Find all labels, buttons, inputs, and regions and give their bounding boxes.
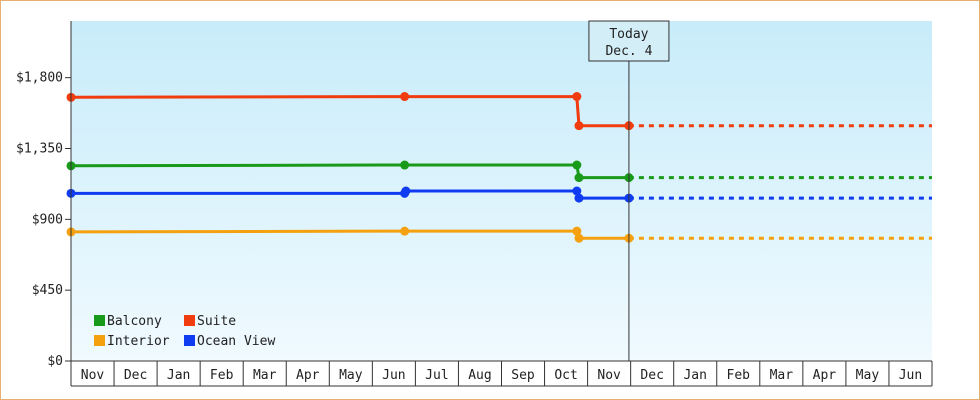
legend-swatch <box>94 335 105 346</box>
series-point <box>574 193 584 203</box>
x-tick-label: Jul <box>425 368 448 383</box>
series-point <box>572 226 582 236</box>
series-point <box>572 160 582 170</box>
x-tick-label: Oct <box>554 368 577 383</box>
legend-label: Interior <box>107 334 170 349</box>
legend-swatch <box>184 315 195 326</box>
x-tick-label: May <box>856 368 880 383</box>
legend-label: Balcony <box>107 314 162 329</box>
x-tick-label: Dec <box>124 368 147 383</box>
x-tick-label: Apr <box>813 368 837 383</box>
series-point <box>574 233 584 243</box>
x-tick-label: Nov <box>597 368 621 383</box>
x-tick-label: Jun <box>382 368 405 383</box>
legend-swatch <box>94 315 105 326</box>
series-point <box>400 226 410 236</box>
x-tick-label: Dec <box>640 368 663 383</box>
y-tick-label: $1,800 <box>16 71 63 86</box>
today-box <box>588 20 670 62</box>
x-tick-label: Aug <box>468 368 491 383</box>
series-point <box>572 92 582 102</box>
series-point <box>572 186 582 196</box>
series-point <box>574 121 584 131</box>
y-tick-label: $0 <box>47 354 63 369</box>
x-tick-label: Apr <box>296 368 320 383</box>
x-tick-label: Mar <box>253 368 277 383</box>
x-tick-label: Nov <box>81 368 105 383</box>
x-tick-label: Mar <box>770 368 794 383</box>
x-tick-label: Jan <box>683 368 706 383</box>
y-tick-label: $450 <box>32 283 63 298</box>
legend-label: Ocean View <box>197 334 275 349</box>
series-point <box>401 186 411 196</box>
y-tick-label: $900 <box>32 212 63 227</box>
today-label: Today <box>609 27 648 42</box>
x-tick-label: May <box>339 368 363 383</box>
x-tick-label: Feb <box>210 368 234 383</box>
x-tick-label: Jun <box>899 368 922 383</box>
series-line <box>71 189 629 200</box>
today-date-label: Dec. 4 <box>605 44 652 59</box>
legend-swatch <box>184 335 195 346</box>
series-point <box>400 160 410 170</box>
x-tick-label: Jan <box>167 368 190 383</box>
y-tick-label: $1,350 <box>16 142 63 157</box>
series-point <box>400 92 410 102</box>
series-point <box>574 173 584 183</box>
legend-label: Suite <box>197 314 236 329</box>
x-tick-label: Sep <box>511 368 535 383</box>
x-tick-label: Feb <box>727 368 751 383</box>
